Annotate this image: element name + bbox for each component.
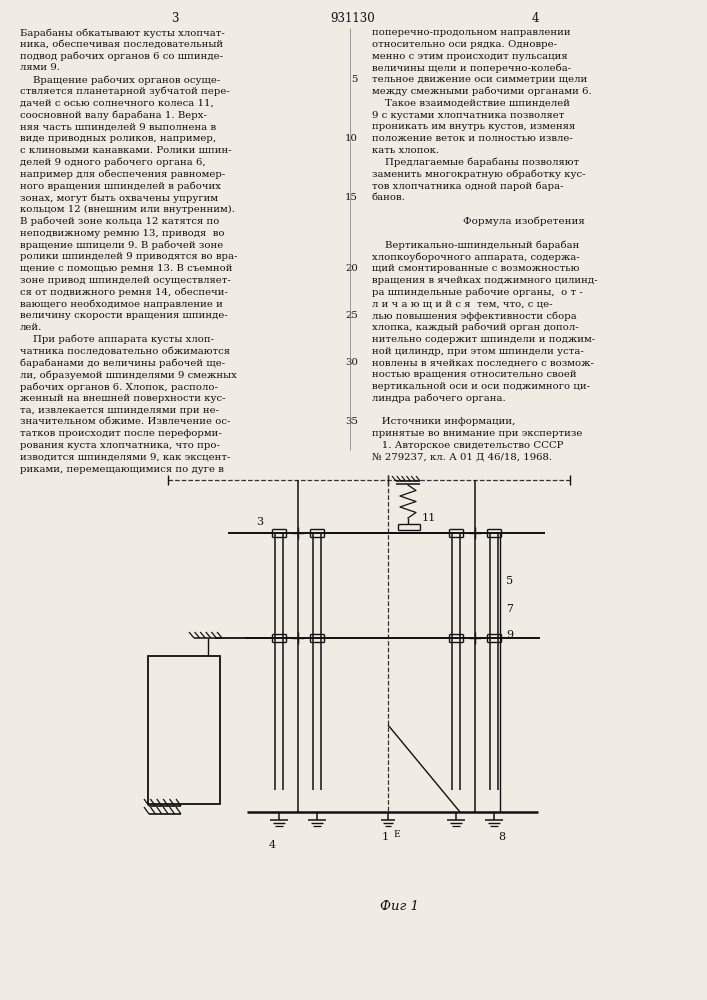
Text: 25: 25 (345, 311, 358, 320)
Text: 5: 5 (506, 576, 513, 586)
Text: ролики шпинделей 9 приводятся во вра-: ролики шпинделей 9 приводятся во вра- (20, 252, 238, 261)
Text: тов хлопчатника одной парой бара-: тов хлопчатника одной парой бара- (372, 181, 563, 191)
Text: ностью вращения относительно своей: ностью вращения относительно своей (372, 370, 577, 379)
Text: 7: 7 (506, 604, 513, 614)
Text: 931130: 931130 (331, 12, 375, 25)
Text: Такое взаимодействие шпинделей: Такое взаимодействие шпинделей (372, 99, 570, 108)
Text: 3: 3 (171, 12, 179, 25)
Text: 11: 11 (422, 513, 436, 523)
Text: изводится шпинделями 9, как эксцент-: изводится шпинделями 9, как эксцент- (20, 453, 230, 462)
Text: ся от подвижного ремня 14, обеспечи-: ся от подвижного ремня 14, обеспечи- (20, 288, 228, 297)
Text: барабанами до величины рабочей ще-: барабанами до величины рабочей ще- (20, 358, 225, 368)
Text: величины щели и поперечно-колеба-: величины щели и поперечно-колеба- (372, 63, 571, 73)
Bar (148, 656, 220, 804)
Text: между смежными рабочими органами 6.: между смежными рабочими органами 6. (372, 87, 592, 97)
Text: с клиновыми канавками. Ролики шпин-: с клиновыми канавками. Ролики шпин- (20, 146, 232, 155)
Text: та, извлекается шпинделями при не-: та, извлекается шпинделями при не- (20, 406, 219, 415)
Text: 15: 15 (345, 193, 358, 202)
Text: делей 9 одного рабочего органа 6,: делей 9 одного рабочего органа 6, (20, 158, 206, 167)
Text: щение с помощью ремня 13. В съемной: щение с помощью ремня 13. В съемной (20, 264, 233, 273)
Text: Фиг 1: Фиг 1 (380, 900, 419, 913)
Text: чатника последовательно обжимаются: чатника последовательно обжимаются (20, 347, 230, 356)
Text: ника, обеспечивая последовательный: ника, обеспечивая последовательный (20, 40, 223, 49)
Text: ствляется планетарной зубчатой пере-: ствляется планетарной зубчатой пере- (20, 87, 230, 97)
Text: кать хлопок.: кать хлопок. (372, 146, 439, 155)
Text: Вертикально-шпиндельный барабан: Вертикально-шпиндельный барабан (372, 240, 579, 250)
Text: 30: 30 (345, 358, 358, 367)
Text: проникать им внутрь кустов, изменяя: проникать им внутрь кустов, изменяя (372, 122, 575, 131)
Text: поперечно-продольном направлении: поперечно-продольном направлении (372, 28, 571, 37)
Text: дачей с осью солнечного колеса 11,: дачей с осью солнечного колеса 11, (20, 99, 214, 108)
Text: Формула изобретения: Формула изобретения (463, 217, 585, 226)
Text: 9: 9 (506, 630, 513, 640)
Text: положение веток и полностью извле-: положение веток и полностью извле- (372, 134, 573, 143)
Text: Вращение рабочих органов осуще-: Вращение рабочих органов осуще- (20, 75, 221, 85)
Text: рования куста хлопчатника, что про-: рования куста хлопчатника, что про- (20, 441, 220, 450)
Text: кольцом 12 (внешним или внутренним).: кольцом 12 (внешним или внутренним). (20, 205, 235, 214)
Text: женный на внешней поверхности кус-: женный на внешней поверхности кус- (20, 394, 226, 403)
Text: В рабочей зоне кольца 12 катятся по: В рабочей зоне кольца 12 катятся по (20, 217, 219, 226)
Text: щий смонтированные с возможностью: щий смонтированные с возможностью (372, 264, 579, 273)
Text: зоне привод шпинделей осуществляет-: зоне привод шпинделей осуществляет- (20, 276, 230, 285)
Text: линдра рабочего органа.: линдра рабочего органа. (372, 394, 506, 403)
Text: ной цилиндр, при этом шпиндели уста-: ной цилиндр, при этом шпиндели уста- (372, 347, 584, 356)
Text: хлопкоуборочного аппарата, содержа-: хлопкоуборочного аппарата, содержа- (372, 252, 580, 262)
Text: менно с этим происходит пульсация: менно с этим происходит пульсация (372, 52, 568, 61)
Text: рабочих органов 6. Хлопок, располо-: рабочих органов 6. Хлопок, располо- (20, 382, 218, 391)
Text: № 279237, кл. А 01 Д 46/18, 1968.: № 279237, кл. А 01 Д 46/18, 1968. (372, 453, 552, 462)
Text: вающего необходимое направление и: вающего необходимое направление и (20, 299, 223, 309)
Text: 35: 35 (345, 417, 358, 426)
Text: Предлагаемые барабаны позволяют: Предлагаемые барабаны позволяют (372, 158, 579, 167)
Text: 4: 4 (269, 840, 276, 850)
Text: новлены в ячейках последнего с возмож-: новлены в ячейках последнего с возмож- (372, 358, 594, 367)
Text: 3: 3 (256, 517, 263, 527)
Text: л и ч а ю щ и й с я  тем, что, с це-: л и ч а ю щ и й с я тем, что, с це- (372, 299, 552, 308)
Text: подвод рабочих органов 6 со шпинде-: подвод рабочих органов 6 со шпинде- (20, 52, 223, 61)
Text: E: E (393, 830, 399, 839)
Text: хлопка, каждый рабочий орган допол-: хлопка, каждый рабочий орган допол- (372, 323, 578, 332)
Text: ного вращения шпинделей в рабочих: ного вращения шпинделей в рабочих (20, 181, 221, 191)
Text: неподвижному ремню 13, приводя  во: неподвижному ремню 13, приводя во (20, 229, 225, 238)
Text: лью повышения эффективности сбора: лью повышения эффективности сбора (372, 311, 577, 321)
Text: лей.: лей. (20, 323, 42, 332)
Text: татков происходит после переформи-: татков происходит после переформи- (20, 429, 222, 438)
Text: няя часть шпинделей 9 выполнена в: няя часть шпинделей 9 выполнена в (20, 122, 216, 131)
Text: банов.: банов. (372, 193, 406, 202)
Text: тельное движение оси симметрии щели: тельное движение оси симметрии щели (372, 75, 588, 84)
Text: 1. Авторское свидетельство СССР: 1. Авторское свидетельство СССР (372, 441, 563, 450)
Text: вертикальной оси и оси поджимного ци-: вертикальной оси и оси поджимного ци- (372, 382, 590, 391)
Text: виде приводных роликов, например,: виде приводных роликов, например, (20, 134, 216, 143)
Text: вращение шпицели 9. В рабочей зоне: вращение шпицели 9. В рабочей зоне (20, 240, 223, 250)
Text: значительном обжиме. Извлечение ос-: значительном обжиме. Извлечение ос- (20, 417, 230, 426)
Text: 5: 5 (351, 75, 358, 84)
Text: принятые во внимание при экспертизе: принятые во внимание при экспертизе (372, 429, 583, 438)
Text: ли, образуемой шпинделями 9 смежных: ли, образуемой шпинделями 9 смежных (20, 370, 237, 380)
Text: ра шпиндельные рабочие органы,  о т -: ра шпиндельные рабочие органы, о т - (372, 288, 583, 297)
Text: нительно содержит шпиндели и поджим-: нительно содержит шпиндели и поджим- (372, 335, 595, 344)
Text: вращения в ячейках поджимного цилинд-: вращения в ячейках поджимного цилинд- (372, 276, 597, 285)
Text: Источники информации,: Источники информации, (372, 417, 515, 426)
Text: 1: 1 (382, 832, 389, 842)
Text: соосновной валу барабана 1. Верх-: соосновной валу барабана 1. Верх- (20, 111, 207, 120)
Text: зонах, могут быть охвачены упругим: зонах, могут быть охвачены упругим (20, 193, 218, 203)
Text: лями 9.: лями 9. (20, 63, 60, 72)
Text: 8: 8 (498, 832, 505, 842)
Text: 4: 4 (531, 12, 539, 25)
Text: например для обеспечения равномер-: например для обеспечения равномер- (20, 170, 226, 179)
Text: 20: 20 (345, 264, 358, 273)
Text: риками, перемещающимися по дуге в: риками, перемещающимися по дуге в (20, 465, 224, 474)
Text: 9 с кустами хлопчатника позволяет: 9 с кустами хлопчатника позволяет (372, 111, 564, 120)
Text: относительно оси рядка. Одновре-: относительно оси рядка. Одновре- (372, 40, 557, 49)
Text: Барабаны обкатывают кусты хлопчат-: Барабаны обкатывают кусты хлопчат- (20, 28, 225, 37)
Text: заменить многократную обработку кус-: заменить многократную обработку кус- (372, 170, 585, 179)
Text: величину скорости вращения шпинде-: величину скорости вращения шпинде- (20, 311, 228, 320)
Text: 10: 10 (345, 134, 358, 143)
Text: При работе аппарата кусты хлоп-: При работе аппарата кусты хлоп- (20, 335, 214, 344)
